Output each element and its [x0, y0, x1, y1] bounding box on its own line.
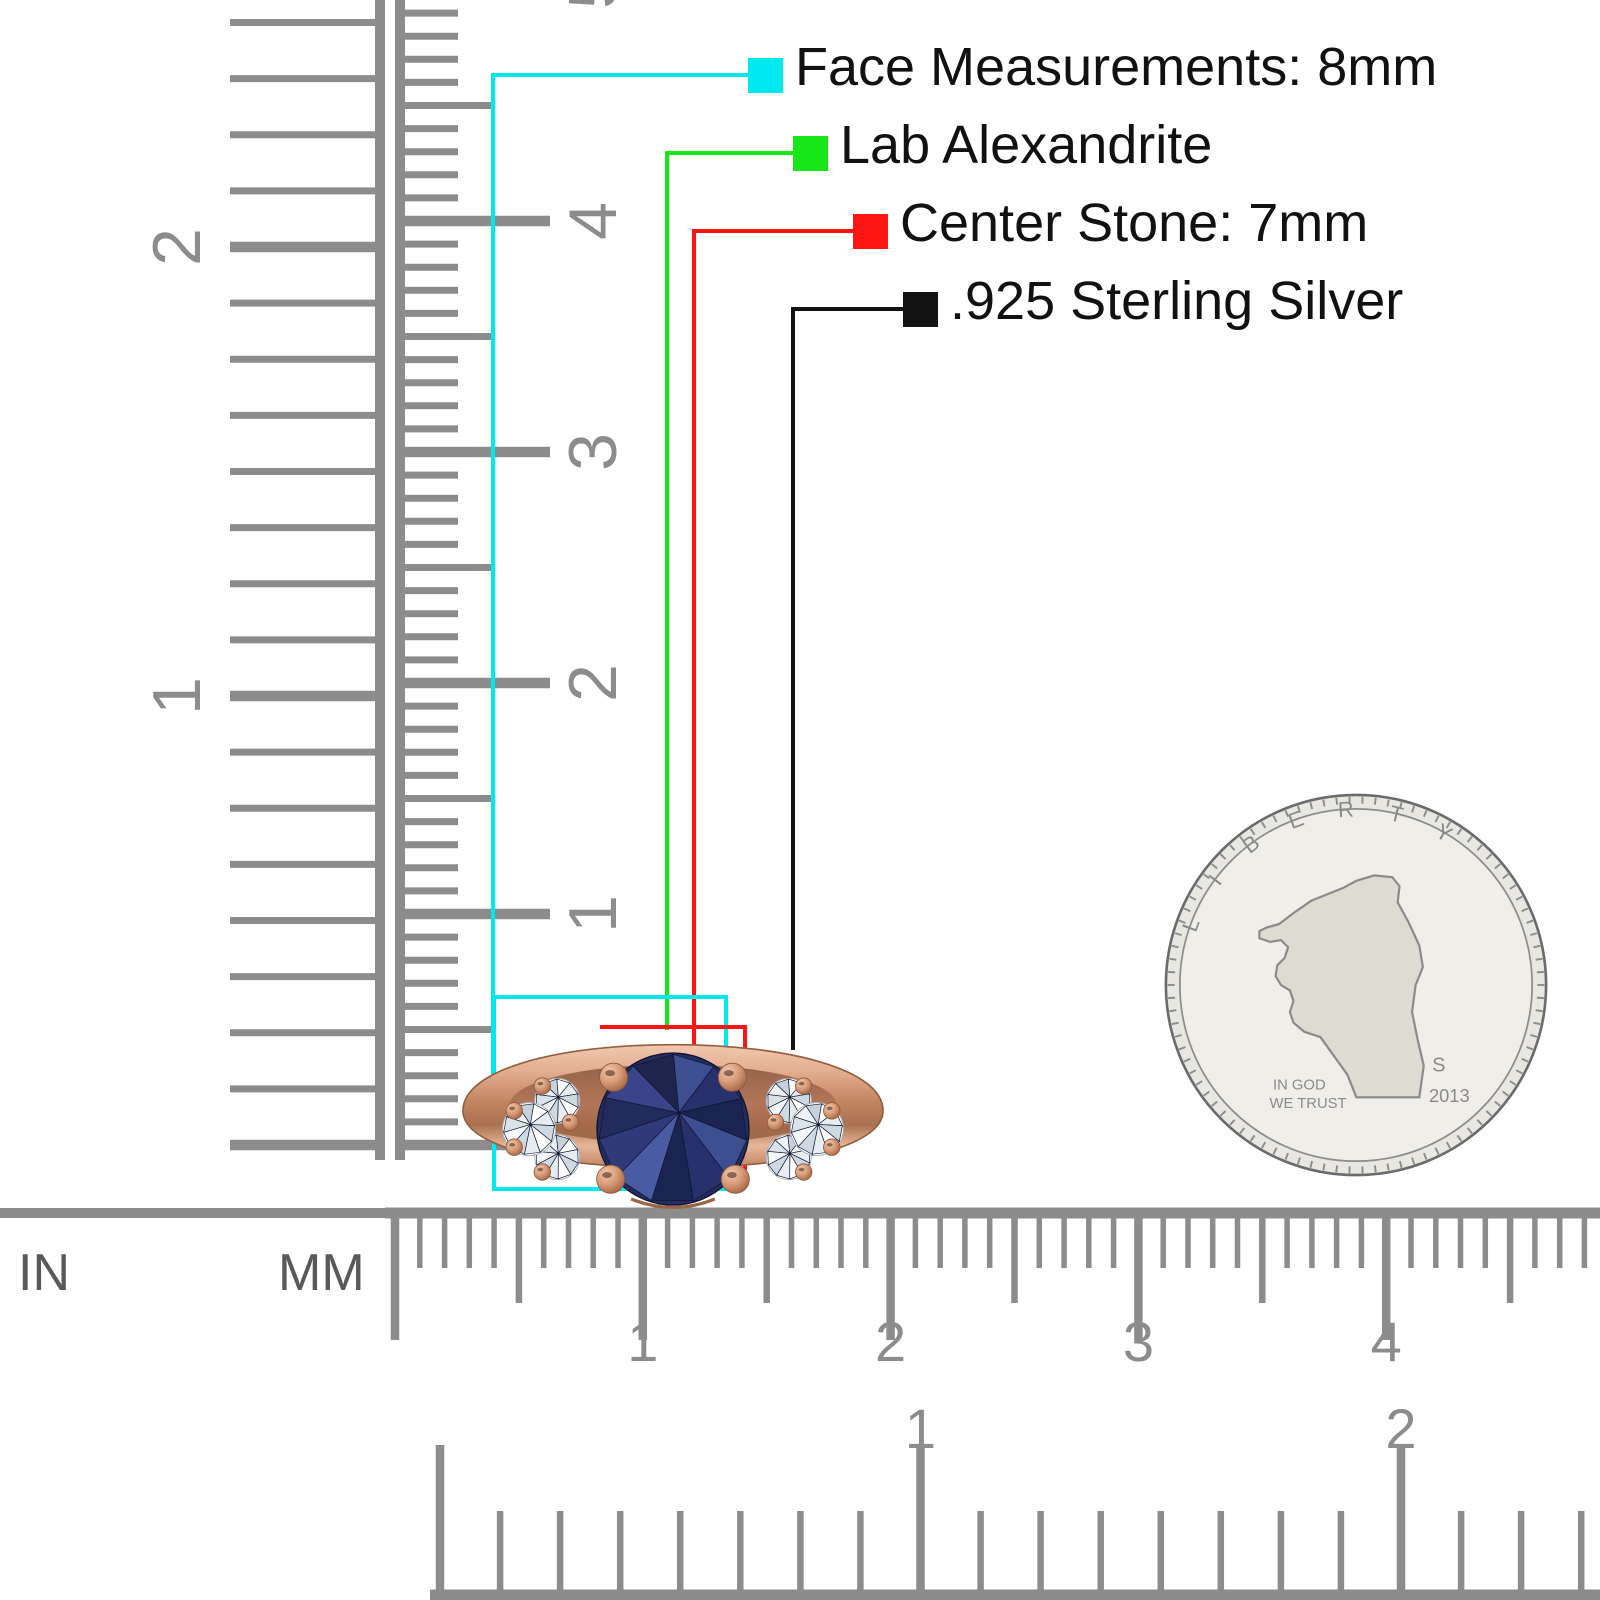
svg-text:IN GOD: IN GOD	[1273, 1078, 1326, 1094]
svg-text:Lab Alexandrite: Lab Alexandrite	[840, 115, 1212, 175]
svg-text:WE TRUST: WE TRUST	[1269, 1096, 1346, 1112]
svg-text:3: 3	[1123, 1310, 1154, 1373]
svg-text:2: 2	[1385, 1397, 1416, 1460]
svg-text:Center Stone: 7mm: Center Stone: 7mm	[900, 193, 1368, 253]
svg-text:2013: 2013	[1429, 1085, 1470, 1106]
svg-text:MM: MM	[278, 1244, 365, 1302]
svg-text:R: R	[1337, 797, 1354, 823]
svg-text:4: 4	[1371, 1310, 1402, 1373]
svg-text:1: 1	[627, 1310, 658, 1373]
svg-text:IN: IN	[18, 1244, 70, 1302]
svg-text:1: 1	[905, 1397, 936, 1460]
svg-text:.925 Sterling Silver: .925 Sterling Silver	[950, 271, 1403, 331]
svg-text:Face Measurements: 8mm: Face Measurements: 8mm	[795, 37, 1437, 97]
svg-text:2: 2	[875, 1310, 906, 1373]
svg-text:S: S	[1432, 1054, 1445, 1076]
